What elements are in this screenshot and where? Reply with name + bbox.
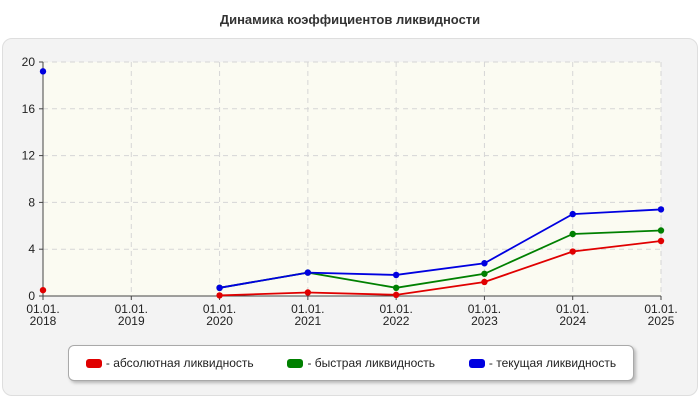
x-tick-label: 01.01.	[203, 302, 236, 316]
y-tick-label: 0	[28, 289, 35, 303]
x-tick-label: 01.01.	[26, 302, 59, 316]
data-point	[392, 271, 400, 279]
y-tick-label: 4	[28, 242, 35, 256]
data-point	[657, 206, 665, 213]
y-tick-label: 16	[22, 102, 36, 116]
legend-swatch	[468, 358, 485, 368]
data-point	[216, 292, 223, 299]
legend-swatch	[85, 358, 102, 368]
data-point	[569, 248, 576, 255]
legend-item-absolute: - абсолютная ликвидность	[85, 356, 254, 370]
y-tick-label: 12	[22, 149, 36, 163]
x-tick-label: 01.01.	[644, 302, 677, 316]
x-tick-label: 01.01.	[379, 302, 412, 316]
data-point	[39, 68, 47, 75]
series-line	[219, 240, 662, 297]
legend-label: - текущая ликвидность	[488, 356, 617, 370]
data-point	[304, 269, 312, 276]
y-tick-label: 20	[22, 55, 36, 69]
x-tick-label: 2022	[383, 314, 410, 328]
plot-background	[43, 62, 661, 296]
data-point	[39, 286, 47, 294]
data-point	[569, 230, 576, 238]
x-tick-label: 01.01.	[291, 302, 324, 316]
legend-item-quick: - быстрая ликвидность	[287, 356, 435, 370]
x-tick-label: 2023	[471, 314, 498, 328]
chart-title: Динамика коэффициентов ликвидности	[219, 12, 481, 27]
data-point	[481, 260, 488, 267]
legend-label: - быстрая ликвидность	[307, 356, 436, 370]
legend-item-current: - текущая ликвидность	[468, 356, 617, 370]
data-point	[216, 284, 223, 292]
x-tick-label: 01.01.	[556, 302, 589, 316]
x-tick-label: 2020	[206, 314, 233, 328]
data-point	[657, 237, 665, 245]
x-tick-label: 2018	[30, 314, 57, 328]
x-tick-label: 01.01.	[115, 302, 148, 316]
legend-swatch	[287, 358, 304, 368]
data-point	[569, 210, 576, 218]
data-point	[481, 270, 488, 277]
data-point	[304, 289, 312, 296]
series-line	[219, 208, 662, 289]
x-tick-label: 01.01.	[468, 302, 501, 316]
x-tick-label: 2021	[295, 314, 322, 328]
y-tick-label: 8	[28, 195, 35, 209]
legend-label: - абсолютная ликвидность	[105, 356, 254, 370]
x-tick-label: 2024	[559, 314, 586, 328]
x-tick-label: 2019	[118, 314, 145, 328]
data-point	[657, 227, 665, 234]
data-point	[481, 278, 488, 286]
data-point	[392, 284, 400, 292]
data-point	[392, 291, 400, 299]
legend: - абсолютная ликвидность - быстрая ликви…	[68, 345, 634, 381]
x-tick-label: 2025	[648, 314, 675, 328]
